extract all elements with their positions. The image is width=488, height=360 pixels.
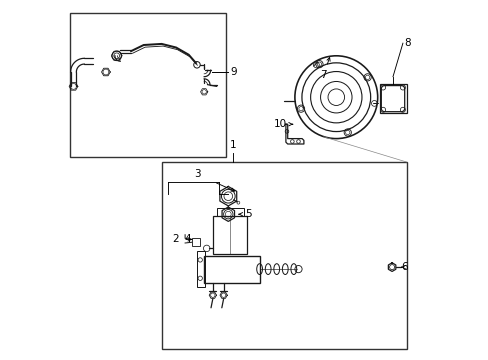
Text: 1: 1 — [229, 140, 236, 150]
Bar — [213, 216, 247, 254]
Bar — [216, 208, 244, 216]
Text: 7: 7 — [320, 58, 329, 80]
Bar — [162, 162, 406, 349]
Bar — [191, 238, 200, 246]
Text: 9: 9 — [230, 67, 236, 77]
Text: 10: 10 — [273, 119, 292, 129]
Text: 4: 4 — [183, 234, 190, 244]
Bar — [203, 256, 259, 283]
Text: 5: 5 — [239, 209, 251, 219]
Bar — [379, 84, 406, 113]
Text: 8: 8 — [404, 38, 410, 48]
Bar — [70, 13, 226, 157]
Text: 3: 3 — [194, 169, 200, 179]
Text: 2: 2 — [172, 234, 178, 244]
Bar — [196, 251, 204, 287]
Text: 6: 6 — [401, 262, 407, 272]
